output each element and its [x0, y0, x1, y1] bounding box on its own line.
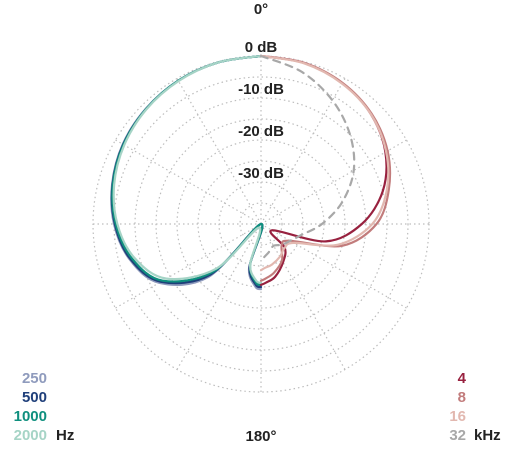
- grid-spoke: [260, 78, 346, 225]
- polar-series: [110, 54, 392, 291]
- grid-spoke: [260, 139, 407, 225]
- series-curve-left-3: [112, 54, 263, 284]
- legend-right-entry-16: 16: [449, 408, 466, 425]
- angle-label-bottom: 180°: [245, 428, 276, 445]
- legend-left-entry-2000: 2000: [14, 427, 47, 444]
- grid-spoke: [176, 78, 262, 225]
- legend-left-entry-250: 250: [22, 370, 47, 387]
- legend-right: 4 8 16 32 kHz: [449, 370, 500, 444]
- radial-tick-label: 0 dB: [245, 39, 278, 56]
- radial-tick-label: -10 dB: [238, 81, 284, 98]
- grid-ring: [113, 76, 409, 372]
- grid-ring: [176, 139, 346, 309]
- grid-spoke: [260, 223, 346, 370]
- grid-spoke: [176, 223, 262, 370]
- polar-grid: [92, 55, 430, 393]
- series-curve-right-6: [259, 54, 390, 272]
- legend-left: 250 500 1000 2000 Hz: [14, 370, 75, 444]
- radial-tick-labels: 0 dB -10 dB -20 dB -30 dB: [236, 37, 286, 184]
- legend-right-unit: kHz: [474, 427, 501, 444]
- legend-right-entry-32: 32: [449, 427, 466, 444]
- legend-left-entry-1000: 1000: [14, 408, 47, 425]
- legend-left-unit: Hz: [56, 427, 74, 444]
- legend-right-entry-8: 8: [458, 389, 466, 406]
- legend-right-entry-4: 4: [458, 370, 467, 387]
- grid-ring: [239, 202, 283, 246]
- radial-tick-label: -30 dB: [238, 165, 284, 182]
- grid-spoke: [260, 223, 407, 309]
- radial-tick-label: -20 dB: [238, 123, 284, 140]
- grid-spoke: [115, 139, 262, 225]
- series-curve-right-7: [259, 54, 356, 263]
- grid-spoke: [115, 223, 262, 309]
- angle-label-top: 0°: [254, 1, 268, 18]
- legend-left-entry-500: 500: [22, 389, 47, 406]
